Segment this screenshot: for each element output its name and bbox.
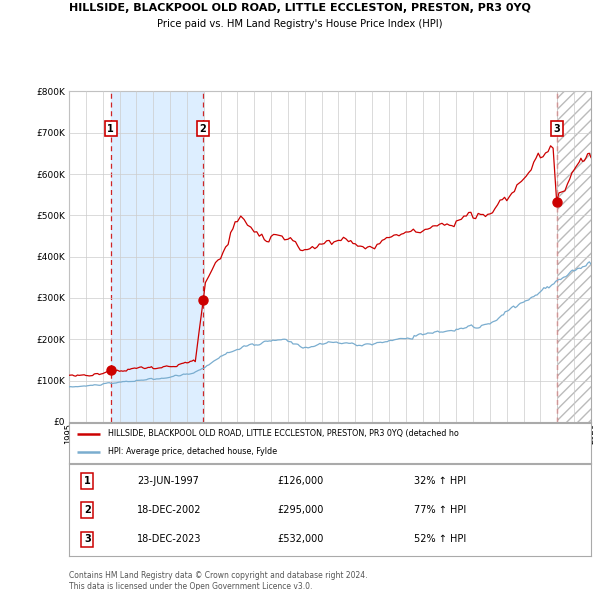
Text: 18-DEC-2023: 18-DEC-2023 [137,535,202,545]
Text: Price paid vs. HM Land Registry's House Price Index (HPI): Price paid vs. HM Land Registry's House … [157,19,443,29]
Text: 2: 2 [84,505,91,515]
Text: £295,000: £295,000 [278,505,324,515]
Text: 3: 3 [84,535,91,545]
Text: 1: 1 [107,124,114,133]
Bar [111,91,203,422]
Text: 52% ↑ HPI: 52% ↑ HPI [413,535,466,545]
Text: 32% ↑ HPI: 32% ↑ HPI [413,476,466,486]
Text: 18-DEC-2002: 18-DEC-2002 [137,505,202,515]
Text: 2: 2 [200,124,206,133]
Text: 1: 1 [84,476,91,486]
Text: HPI: Average price, detached house, Fylde: HPI: Average price, detached house, Fyld… [108,447,277,457]
Text: HILLSIDE, BLACKPOOL OLD ROAD, LITTLE ECCLESTON, PRESTON, PR3 0YQ (detached ho: HILLSIDE, BLACKPOOL OLD ROAD, LITTLE ECC… [108,430,459,438]
Text: 77% ↑ HPI: 77% ↑ HPI [413,505,466,515]
Text: 23-JUN-1997: 23-JUN-1997 [137,476,199,486]
Text: £532,000: £532,000 [278,535,324,545]
Text: Contains HM Land Registry data © Crown copyright and database right 2024.
This d: Contains HM Land Registry data © Crown c… [69,571,367,590]
Bar [557,91,591,422]
Text: 3: 3 [553,124,560,133]
Text: HILLSIDE, BLACKPOOL OLD ROAD, LITTLE ECCLESTON, PRESTON, PR3 0YQ: HILLSIDE, BLACKPOOL OLD ROAD, LITTLE ECC… [69,3,531,13]
Text: £126,000: £126,000 [278,476,324,486]
